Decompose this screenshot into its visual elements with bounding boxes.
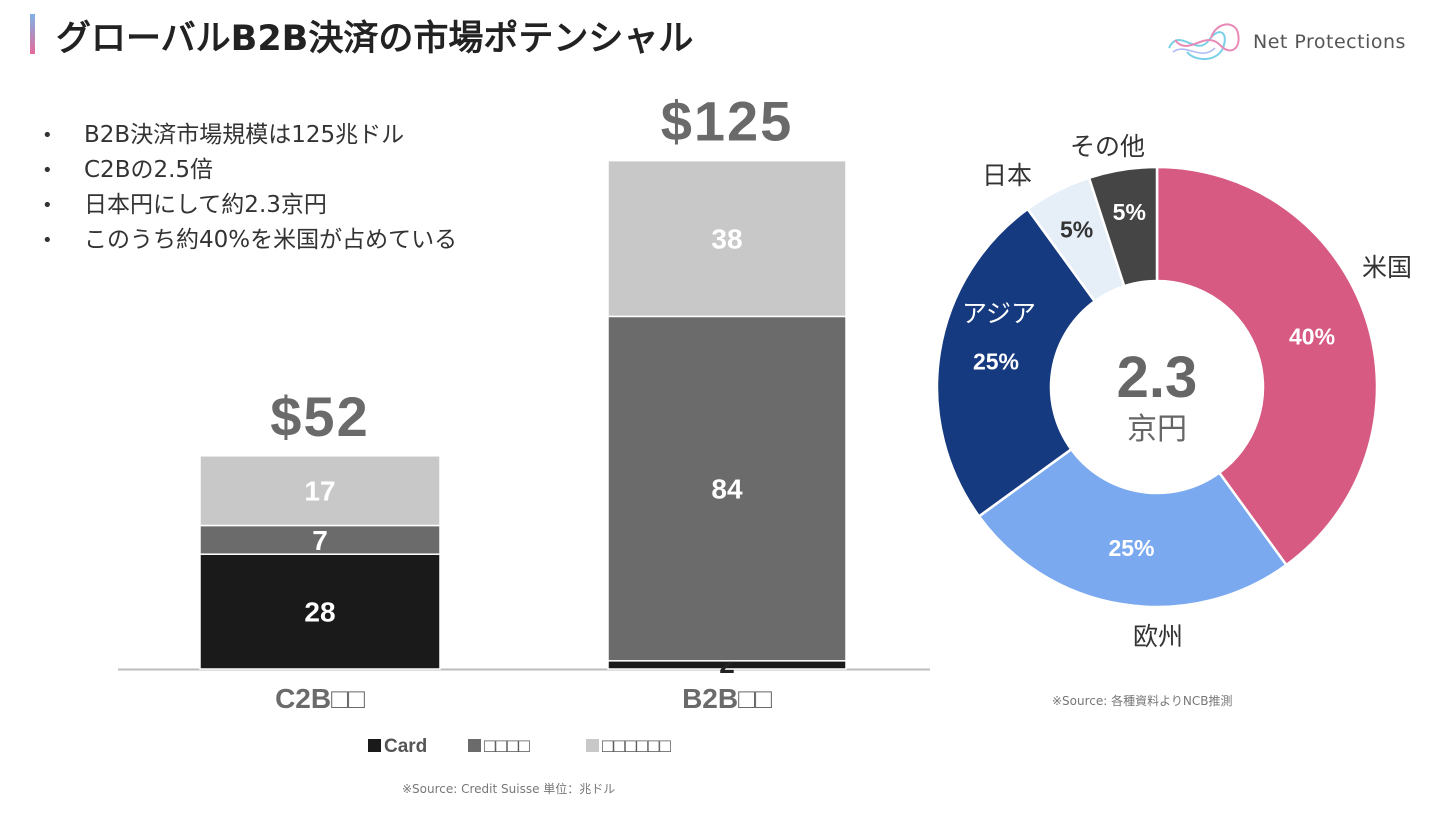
bar-chart-source: ※Source: Credit Suisse 単位：兆ドル [402,782,616,796]
bullet-item: このうち約40%を米国が占めている [40,223,457,258]
company-logo: Net Protections [1165,18,1425,68]
bar-total-label: $52 [270,385,369,448]
slice-percent-label: 5% [1113,199,1146,225]
bullet-item: B2B決済市場規模は125兆ドル [40,118,457,153]
page-title: グローバルB2B決済の市場ポテンシャル [56,19,694,59]
bar-segment [199,455,441,527]
donut-slice [1087,165,1159,288]
category-tick-label: B2B□□ [682,683,772,714]
bar-data-label: 28 [304,597,335,628]
legend-swatch [586,739,599,752]
donut-center-unit: 京円 [1127,413,1187,446]
slice-percent-label: 40% [1289,324,1335,350]
donut-chart: 40% 米国 25% 欧州 25% アジア 5% 日本 5% その他 2.3京円 [935,133,1412,651]
logo-mark-icon [1168,23,1240,60]
legend-swatch [368,739,381,752]
bar-segment [607,159,847,318]
bullet-list: B2B決済市場規模は125兆ドル C2Bの2.5倍 日本円にして約2.3京円 こ… [40,118,457,258]
bar-data-label: 84 [711,474,743,505]
bar-data-label: 7 [312,525,328,556]
slice-name-label: その他 [1070,133,1145,161]
donut-center-value: 2.3 [1117,345,1198,410]
bar-total-label: $125 [661,90,794,153]
logo-text: Net Protections [1253,31,1406,53]
category-tick-label: C2B□□ [275,683,365,714]
bar-segment [199,553,441,670]
title-accent-bar [30,14,35,54]
slice-name-label: 欧州 [1133,623,1183,651]
legend-label: Card [384,736,427,757]
pie-chart-source: ※Source: 各種資料よりNCB推測 [1052,694,1233,708]
bar-data-label: 17 [304,476,335,507]
slice-name-label: 米国 [1362,254,1412,282]
slice-name-label: 日本 [982,162,1032,190]
bullet-item: 日本円にして約2.3京円 [40,188,457,223]
legend-label: □□□□□□ [602,736,671,757]
slice-percent-label: 5% [1060,216,1093,242]
legend-label: □□□□ [484,736,530,757]
bar-data-label: 38 [711,224,742,255]
donut-slice [977,447,1289,609]
donut-slice [935,207,1097,519]
bar-segment [199,524,441,555]
legend-swatch [468,739,481,752]
slice-name-label: アジア [962,300,1036,328]
slice-percent-label: 25% [1108,535,1154,561]
slice-percent-label: 25% [973,349,1019,375]
bullet-item: C2Bの2.5倍 [40,153,457,188]
donut-slice [1155,165,1379,567]
